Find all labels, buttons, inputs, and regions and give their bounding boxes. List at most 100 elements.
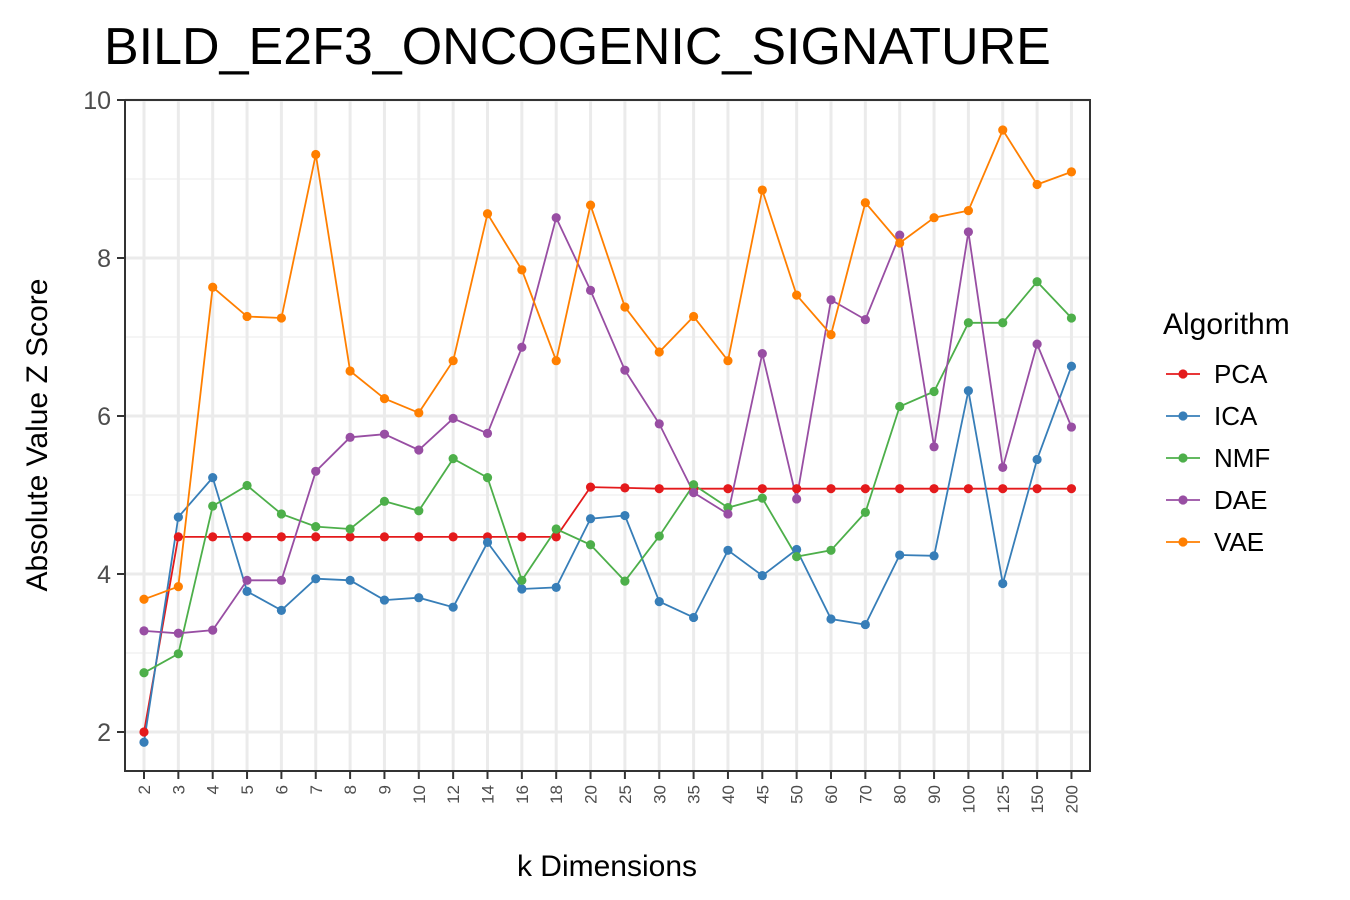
data-point-dae (345, 432, 355, 442)
data-point-nmf (585, 540, 596, 550)
data-point-pca (998, 484, 1008, 494)
y-tick-label: 8 (97, 245, 111, 273)
data-point-ica (620, 510, 630, 521)
x-tick-label: 40 (719, 785, 738, 804)
series-line-dae (143, 215, 1073, 635)
data-point-nmf (654, 531, 664, 541)
x-tick-label: 16 (513, 785, 532, 804)
legend-label-dae: DAE (1214, 485, 1267, 515)
legend-point-pca (1178, 369, 1188, 379)
data-point-pca (139, 727, 149, 737)
legend: Algorithm PCA ICA NMF DAE VAE (1163, 308, 1290, 557)
legend-label-nmf: NMF (1214, 443, 1270, 473)
data-point-pca (723, 484, 733, 494)
data-point-nmf (963, 318, 974, 328)
data-point-nmf (895, 401, 905, 412)
data-point-nmf (482, 473, 493, 483)
data-point-pca (448, 532, 458, 542)
data-point-pca (620, 483, 630, 493)
data-point-vae (1032, 179, 1042, 190)
data-point-dae (242, 575, 252, 585)
data-point-pca (208, 532, 218, 542)
x-tick-label: 35 (685, 785, 704, 804)
series-layer (139, 125, 1077, 747)
x-tick-label: 20 (582, 785, 601, 804)
data-point-nmf (414, 506, 424, 516)
data-point-ica (1066, 361, 1077, 371)
data-point-ica (929, 551, 939, 561)
data-point-ica (208, 473, 218, 483)
series-line-nmf (143, 280, 1073, 674)
data-point-ica (551, 582, 561, 593)
data-point-pca (517, 532, 527, 542)
data-point-ica (585, 514, 596, 524)
data-point-vae (173, 582, 183, 592)
y-tick-label: 2 (97, 719, 111, 747)
data-point-dae (551, 213, 561, 223)
data-point-nmf (792, 552, 802, 562)
data-point-ica (482, 537, 493, 548)
data-point-vae (414, 408, 424, 418)
data-point-vae (585, 200, 596, 210)
data-point-vae (963, 206, 974, 216)
data-point-nmf (826, 545, 836, 555)
data-point-dae (414, 445, 424, 455)
data-point-ica (723, 545, 733, 555)
x-tick-label: 5 (238, 785, 257, 794)
data-point-dae (929, 442, 939, 452)
data-point-vae (448, 356, 458, 366)
data-point-nmf (311, 522, 321, 532)
x-tick-label: 70 (856, 785, 875, 804)
x-tick-label: 150 (1028, 785, 1047, 813)
data-point-nmf (517, 575, 527, 585)
data-point-ica (654, 597, 664, 607)
data-point-dae (963, 227, 974, 237)
data-point-pca (345, 532, 355, 542)
x-tick-label: 8 (341, 785, 360, 794)
x-tick-label: 7 (307, 785, 326, 794)
legend-label-ica: ICA (1214, 401, 1258, 431)
data-point-dae (276, 575, 286, 585)
data-point-dae (1066, 422, 1077, 432)
data-point-nmf (929, 386, 939, 397)
data-point-vae (517, 265, 527, 275)
x-tick-label: 45 (753, 785, 772, 804)
data-point-ica (345, 575, 355, 585)
data-point-nmf (242, 480, 252, 491)
data-point-nmf (139, 668, 149, 678)
data-point-dae (208, 625, 218, 635)
data-point-ica (963, 386, 974, 396)
data-point-dae (620, 365, 630, 375)
data-point-dae (585, 285, 596, 295)
data-point-ica (414, 593, 424, 603)
data-point-nmf (448, 454, 458, 464)
x-tick-label: 3 (169, 785, 188, 794)
data-point-dae (482, 428, 493, 438)
data-point-ica (1032, 454, 1042, 465)
x-tick-label: 10 (410, 785, 429, 804)
data-point-pca (826, 484, 836, 494)
data-point-ica (792, 544, 802, 555)
data-point-dae (826, 295, 836, 305)
data-point-dae (654, 419, 664, 429)
legend-point-vae (1178, 537, 1188, 547)
x-tick-label: 14 (479, 785, 498, 804)
data-point-nmf (1066, 313, 1077, 323)
x-tick-label: 18 (547, 785, 566, 804)
data-point-vae (757, 185, 767, 195)
x-tick-label: 200 (1062, 785, 1081, 813)
data-point-vae (723, 356, 733, 366)
data-point-vae (654, 347, 664, 357)
data-point-nmf (860, 507, 870, 517)
x-tick-label: 100 (959, 785, 978, 813)
data-point-pca (929, 484, 939, 494)
data-point-nmf (379, 496, 390, 506)
data-point-dae (139, 626, 149, 636)
x-tick-label: 4 (204, 785, 223, 794)
data-point-ica (517, 584, 527, 594)
data-point-nmf (173, 649, 183, 659)
data-point-vae (826, 330, 836, 340)
data-point-nmf (689, 480, 699, 490)
data-point-ica (139, 737, 149, 747)
